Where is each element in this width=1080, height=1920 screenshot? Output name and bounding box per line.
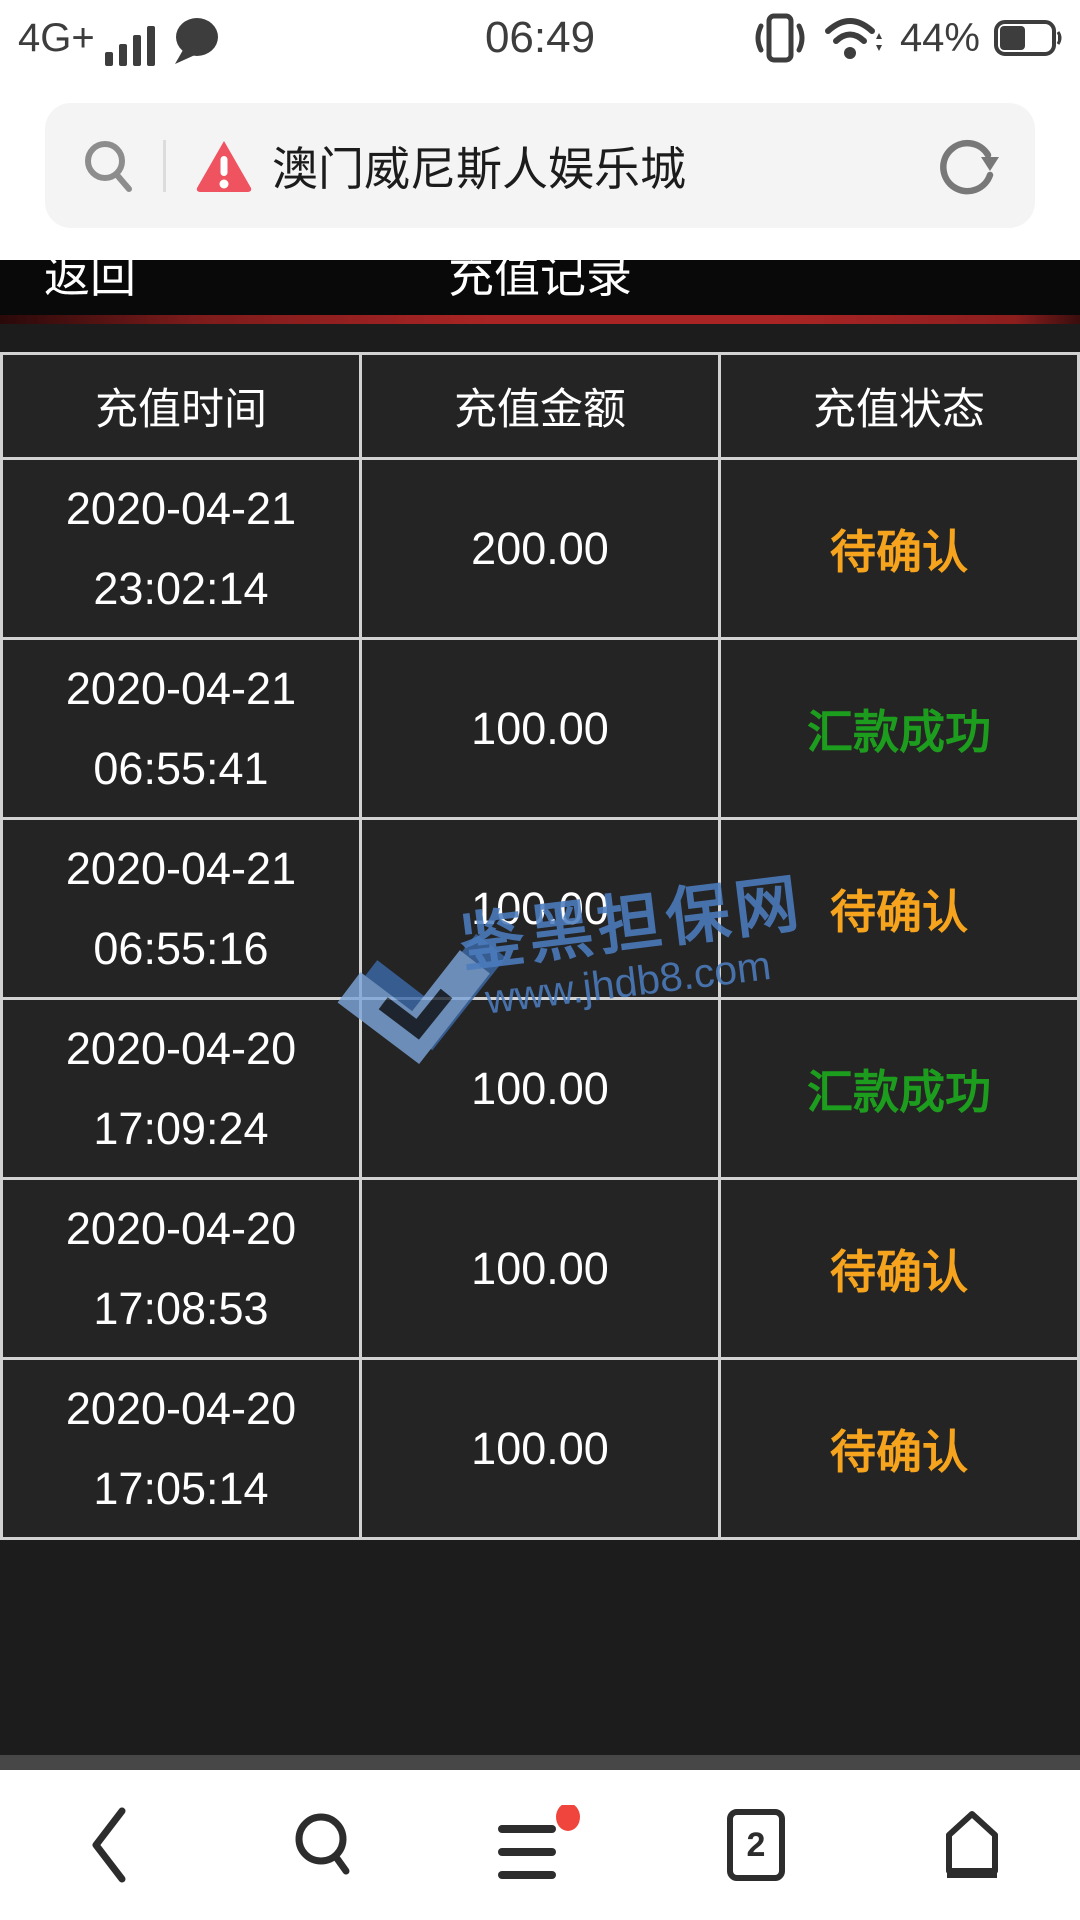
back-link[interactable]: 返回 — [44, 260, 136, 302]
recharge-table: 充值时间 充值金额 充值状态 2020-04-21 23:02:14 200.0… — [0, 352, 1080, 1540]
status-cell: 待确认 — [718, 1357, 1080, 1540]
status-text: 待确认 — [830, 885, 968, 938]
recharge-time: 06:55:16 — [93, 922, 269, 974]
recharge-time: 06:55:41 — [93, 742, 269, 794]
tab-count-label: 2 — [746, 1825, 766, 1864]
time-cell: 2020-04-20 17:09:24 — [0, 997, 362, 1180]
battery-percent-label: 44% — [899, 15, 980, 60]
nav-search-button[interactable] — [216, 1770, 432, 1920]
page-header: 返回 充值记录 — [0, 260, 1080, 315]
search-icon — [295, 1813, 350, 1875]
table-row: 2020-04-20 17:09:24 100.00 汇款成功 — [0, 997, 1080, 1180]
search-icon[interactable] — [83, 139, 135, 193]
table-row: 2020-04-20 17:05:14 100.00 待确认 — [0, 1357, 1080, 1540]
status-cell: 待确认 — [718, 457, 1080, 640]
time-cell: 2020-04-21 06:55:41 — [0, 637, 362, 820]
signal-bars-icon — [104, 26, 155, 66]
time-cell: 2020-04-21 06:55:16 — [0, 817, 362, 1000]
home-icon — [946, 1811, 998, 1878]
amount-cell: 100.00 — [359, 1357, 721, 1540]
recharge-time: 17:05:14 — [93, 1462, 269, 1514]
status-text: 待确认 — [830, 525, 968, 578]
table-row: 2020-04-20 17:08:53 100.00 待确认 — [0, 1177, 1080, 1360]
status-cell: 待确认 — [718, 817, 1080, 1000]
table-row: 2020-04-21 06:55:41 100.00 汇款成功 — [0, 637, 1080, 820]
recharge-time: 23:02:14 — [93, 562, 269, 614]
recharge-time: 17:09:24 — [93, 1102, 269, 1154]
amount-cell: 100.00 — [359, 637, 721, 820]
recharge-date: 2020-04-21 — [65, 662, 297, 714]
divider — [163, 139, 166, 192]
browser-nav-bar: 2 — [0, 1770, 1080, 1920]
status-cell: 汇款成功 — [718, 637, 1080, 820]
recharge-date: 2020-04-20 — [65, 1202, 297, 1254]
table-row: 2020-04-21 06:55:16 100.00 待确认 — [0, 817, 1080, 1000]
header-accent-bar — [0, 315, 1080, 324]
notification-dot-icon — [556, 1805, 580, 1831]
time-cell: 2020-04-20 17:08:53 — [0, 1177, 362, 1360]
nav-menu-button[interactable] — [432, 1770, 648, 1920]
battery-icon — [994, 20, 1062, 56]
page-url-title[interactable]: 澳门威尼斯人娱乐城 — [272, 142, 686, 195]
time-cell: 2020-04-20 17:05:14 — [0, 1357, 362, 1540]
refresh-icon[interactable] — [937, 135, 1001, 199]
amount-cell: 100.00 — [359, 997, 721, 1180]
recharge-date: 2020-04-20 — [65, 1382, 297, 1434]
nav-home-button[interactable] — [864, 1770, 1080, 1920]
table-row: 2020-04-21 23:02:14 200.00 待确认 — [0, 457, 1080, 640]
message-bubble-icon — [174, 18, 218, 64]
nav-back-button[interactable] — [0, 1770, 216, 1920]
status-text: 待确认 — [830, 1425, 968, 1478]
status-text: 汇款成功 — [807, 1065, 991, 1118]
security-warning-icon — [196, 140, 252, 192]
recharge-date: 2020-04-20 — [65, 1022, 297, 1074]
table-body: 2020-04-21 23:02:14 200.00 待确认 2020-04-2… — [0, 457, 1080, 1540]
vibrate-icon — [755, 13, 805, 63]
menu-icon — [498, 1805, 580, 1879]
address-bar[interactable]: 澳门威尼斯人娱乐城 — [45, 103, 1035, 228]
amount-cell: 200.00 — [359, 457, 721, 640]
recharge-time: 17:08:53 — [93, 1282, 269, 1334]
status-bar: 4G+ 06:49 — [0, 0, 1080, 80]
status-text: 汇款成功 — [807, 705, 991, 758]
status-cell: 汇款成功 — [718, 997, 1080, 1180]
page-bottom-strip — [0, 1755, 1080, 1770]
network-type-label: 4G+ — [18, 16, 95, 60]
column-header-amount: 充值金额 — [359, 352, 721, 460]
nav-tabs-button[interactable]: 2 — [648, 1770, 864, 1920]
status-time: 06:49 — [484, 13, 596, 62]
status-text: 待确认 — [830, 1245, 968, 1298]
column-header-status: 充值状态 — [718, 352, 1080, 460]
recharge-date: 2020-04-21 — [65, 482, 297, 534]
amount-cell: 100.00 — [359, 817, 721, 1000]
recharge-date: 2020-04-21 — [65, 842, 297, 894]
wifi-icon — [824, 18, 882, 59]
back-chevron-icon — [92, 1807, 126, 1883]
amount-cell: 100.00 — [359, 1177, 721, 1360]
table-header-row: 充值时间 充值金额 充值状态 — [0, 352, 1080, 460]
page-title: 充值记录 — [448, 260, 632, 302]
column-header-time: 充值时间 — [0, 352, 362, 460]
time-cell: 2020-04-21 23:02:14 — [0, 457, 362, 640]
tabs-icon: 2 — [727, 1809, 785, 1881]
status-cell: 待确认 — [718, 1177, 1080, 1360]
